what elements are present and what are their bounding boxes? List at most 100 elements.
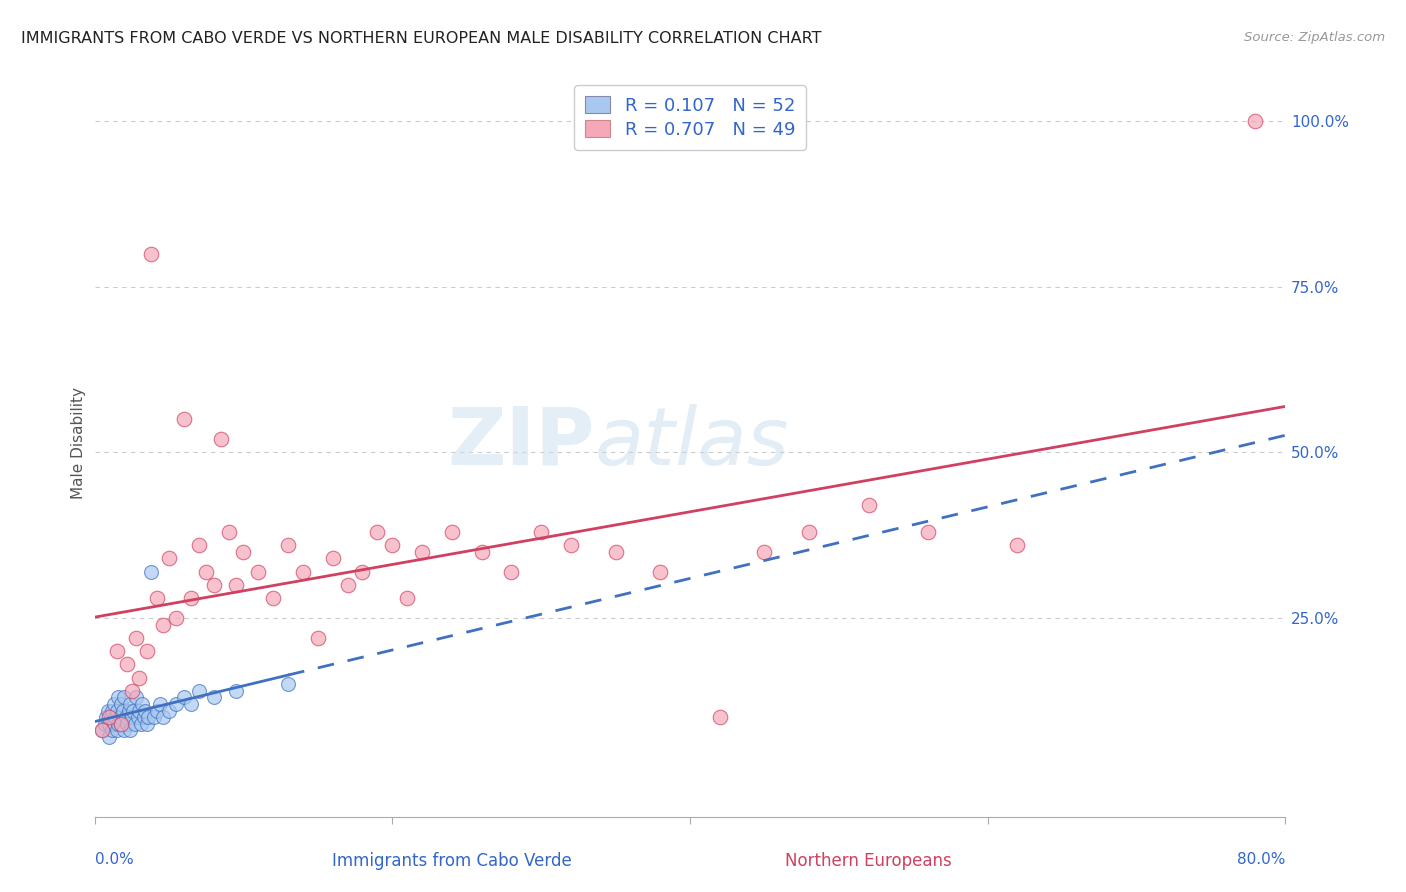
Point — [396, 591, 419, 606]
Point — [94, 717, 117, 731]
Point — [202, 578, 225, 592]
Point — [277, 538, 299, 552]
Point — [322, 551, 344, 566]
Point — [98, 730, 121, 744]
Legend: R = 0.107   N = 52, R = 0.707   N = 49: R = 0.107 N = 52, R = 0.707 N = 49 — [574, 85, 806, 150]
Point — [232, 545, 254, 559]
Point — [108, 710, 131, 724]
Text: Immigrants from Cabo Verde: Immigrants from Cabo Verde — [332, 852, 572, 871]
Point — [650, 565, 672, 579]
Point — [135, 644, 157, 658]
Point — [121, 683, 143, 698]
Point — [122, 704, 145, 718]
Point — [501, 565, 523, 579]
Point — [165, 611, 187, 625]
Point — [136, 710, 159, 724]
Point — [134, 704, 156, 718]
Point — [120, 697, 142, 711]
Point — [180, 697, 202, 711]
Point — [152, 617, 174, 632]
Text: Source: ZipAtlas.com: Source: ZipAtlas.com — [1244, 31, 1385, 45]
Point — [754, 545, 776, 559]
Point — [101, 704, 124, 718]
Point — [103, 717, 125, 731]
Point — [97, 704, 120, 718]
Point — [709, 710, 731, 724]
Point — [173, 690, 195, 705]
Point — [112, 723, 135, 738]
Point — [107, 717, 129, 731]
Point — [381, 538, 404, 552]
Point — [470, 545, 492, 559]
Point — [127, 710, 149, 724]
Point — [218, 524, 240, 539]
Point — [100, 710, 122, 724]
Point — [135, 717, 157, 731]
Point — [352, 565, 374, 579]
Point — [110, 717, 132, 731]
Point — [120, 723, 142, 738]
Point — [262, 591, 284, 606]
Point — [132, 710, 155, 724]
Point — [128, 671, 150, 685]
Point — [336, 578, 359, 592]
Point — [307, 631, 329, 645]
Text: IMMIGRANTS FROM CABO VERDE VS NORTHERN EUROPEAN MALE DISABILITY CORRELATION CHAR: IMMIGRANTS FROM CABO VERDE VS NORTHERN E… — [21, 31, 821, 46]
Point — [117, 657, 139, 672]
Point — [291, 565, 314, 579]
Point — [124, 717, 146, 731]
Point — [139, 565, 162, 579]
Point — [560, 538, 582, 552]
Point — [105, 644, 128, 658]
Point — [121, 710, 143, 724]
Point — [1244, 114, 1267, 128]
Point — [98, 710, 121, 724]
Point — [165, 697, 187, 711]
Point — [125, 631, 148, 645]
Point — [366, 524, 388, 539]
Point — [149, 697, 172, 711]
Point — [105, 723, 128, 738]
Point — [91, 723, 114, 738]
Point — [98, 717, 121, 731]
Point — [917, 524, 939, 539]
Point — [125, 690, 148, 705]
Y-axis label: Male Disability: Male Disability — [72, 386, 86, 499]
Point — [131, 697, 153, 711]
Point — [107, 690, 129, 705]
Point — [139, 247, 162, 261]
Point — [110, 717, 132, 731]
Point — [187, 538, 209, 552]
Text: 0.0%: 0.0% — [94, 852, 134, 867]
Point — [605, 545, 627, 559]
Point — [530, 524, 553, 539]
Point — [146, 591, 169, 606]
Point — [152, 710, 174, 724]
Point — [146, 704, 169, 718]
Point — [411, 545, 433, 559]
Point — [157, 551, 180, 566]
Text: 80.0%: 80.0% — [1237, 852, 1285, 867]
Point — [195, 565, 218, 579]
Point — [180, 591, 202, 606]
Point — [105, 704, 128, 718]
Point — [277, 677, 299, 691]
Point — [157, 704, 180, 718]
Point — [173, 412, 195, 426]
Text: atlas: atlas — [595, 403, 789, 482]
Point — [110, 697, 132, 711]
Point — [129, 717, 152, 731]
Point — [1007, 538, 1029, 552]
Point — [202, 690, 225, 705]
Point — [118, 704, 141, 718]
Point — [209, 432, 232, 446]
Point — [187, 683, 209, 698]
Point — [858, 499, 880, 513]
Point — [114, 710, 136, 724]
Point — [112, 690, 135, 705]
Point — [797, 524, 820, 539]
Point — [225, 578, 247, 592]
Point — [96, 710, 118, 724]
Point — [104, 710, 127, 724]
Text: Northern Europeans: Northern Europeans — [785, 852, 952, 871]
